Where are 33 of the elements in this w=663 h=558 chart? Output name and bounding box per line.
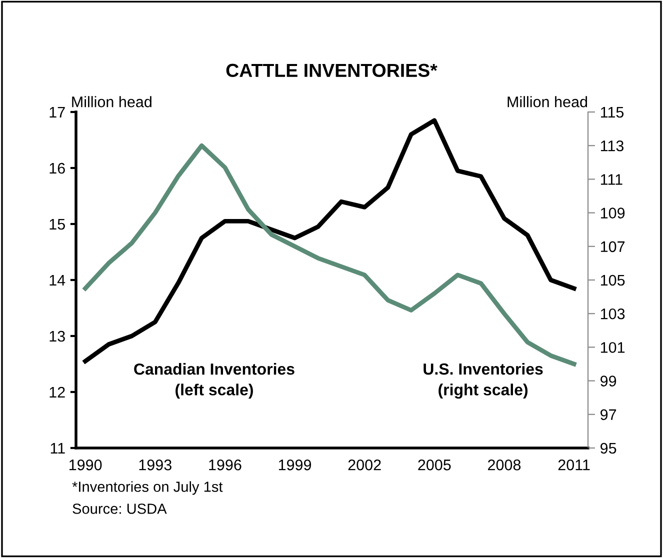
y-tick-label: 15 xyxy=(50,219,65,230)
y-tick-label: 11 xyxy=(50,443,65,454)
y-tick-label: 17 xyxy=(50,107,65,118)
y2-tick-label: 113 xyxy=(600,140,624,152)
y-tick-label: 12 xyxy=(50,386,65,398)
y2-axis-title: Million head xyxy=(508,96,588,108)
y-tick-label: 14 xyxy=(50,275,66,286)
y2-tick-label: 105 xyxy=(600,274,625,286)
x-tick-label: 2005 xyxy=(418,460,451,470)
x-tick-label: 2002 xyxy=(348,460,381,470)
text: *Inventories on July 1st xyxy=(72,481,223,495)
x-tick-label: 1993 xyxy=(139,460,172,470)
y2-tick-label: 101 xyxy=(600,342,625,353)
x-tick-label: 1996 xyxy=(209,460,242,470)
source-note: Source: USDA xyxy=(72,504,167,514)
y2-tick-label: 109 xyxy=(600,208,625,218)
chart-title: CATTLE INVENTORIES* xyxy=(226,64,438,78)
y2-tick-label: 111 xyxy=(600,174,622,185)
x-tick-label: 2008 xyxy=(488,460,521,470)
annotation: U.S. Inventories (right scale) xyxy=(424,362,543,399)
y2-tick-label: 103 xyxy=(600,308,625,320)
x-tick-label: 2011 xyxy=(558,460,590,470)
y2-tick-label: 99 xyxy=(600,376,616,386)
y-axis-title: Million head xyxy=(72,96,152,108)
y2-tick-label: 107 xyxy=(600,241,625,252)
x-tick-label: 1990 xyxy=(69,460,102,470)
y2-tick-label: 115 xyxy=(600,107,624,118)
y2-tick-label: 95 xyxy=(600,442,616,454)
y-tick-label: 13 xyxy=(50,330,65,342)
y2-tick-label: 97 xyxy=(600,409,616,420)
x-tick-label: 1999 xyxy=(278,460,312,470)
y-tick-label: 16 xyxy=(50,162,65,174)
annotation: Canadian Inventories (left scale) xyxy=(134,363,294,399)
